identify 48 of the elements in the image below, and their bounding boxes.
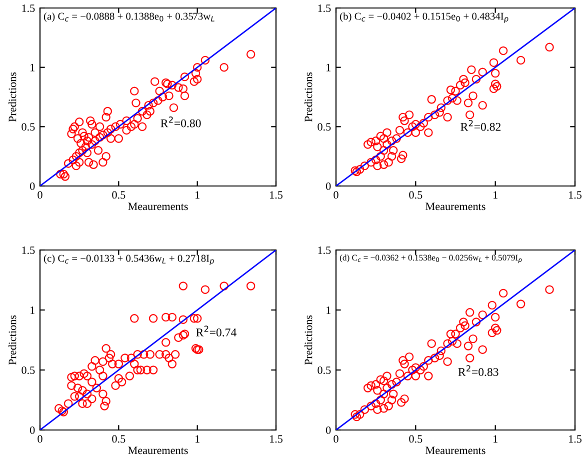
y-tick-label: 1 [326, 64, 330, 72]
y-axis-title: Predictions [304, 72, 312, 122]
x-axis-title: Meaurements [128, 202, 188, 210]
annotation: R$^{2}$=0.74 [196, 326, 236, 336]
y-tick-label: 0 [30, 426, 35, 434]
y-tick-label: 0 [326, 426, 331, 434]
x-tick-label: 0.5 [409, 191, 422, 199]
y-tick-label: 1.5 [318, 246, 331, 254]
y-tick-label: 0 [30, 182, 35, 190]
y-tick-label: 1.5 [22, 4, 35, 12]
y-axis-title: Predictions [8, 315, 16, 365]
x-tick-label: 1.5 [270, 435, 283, 443]
chart-title: (b) C$_{c}$ = −0.0402 + 0.1515e$_{0}$ + 0.4834I$_{p}$ [340, 12, 508, 23]
x-tick-label: 0 [38, 191, 42, 199]
x-axis-title: Meaurements [128, 446, 188, 454]
x-tick-label: 1 [494, 191, 498, 199]
x-tick-label: 0.5 [409, 435, 422, 443]
x-tick-label: 0.5 [112, 191, 126, 199]
y-tick-label: 1.5 [318, 4, 331, 12]
y-tick-label: 0.5 [22, 366, 35, 374]
annotation: R$^{2}$=0.80 [160, 116, 201, 128]
x-tick-label: 1 [196, 191, 200, 199]
y-tick-label: 0.5 [318, 123, 331, 131]
x-tick-label: 0 [334, 191, 338, 199]
x-tick-label: 1.5 [270, 191, 283, 199]
y-tick-label: 1 [30, 306, 34, 314]
x-tick-label: 1 [196, 435, 200, 443]
annotation: R$^{2}$=0.82 [460, 120, 501, 131]
y-tick-label: 1.5 [22, 246, 35, 254]
x-tick-label: 0.5 [112, 435, 126, 443]
x-axis-title: Meaurements [426, 446, 486, 454]
y-tick-label: 1 [326, 306, 330, 314]
chart-title: (a) C$_{c}$ = −0.0888 + 0.1388e$_{0}$ + 0.3573w$_{L}$ [44, 12, 214, 22]
x-tick-label: 0 [334, 435, 338, 443]
y-tick-label: 1 [30, 64, 34, 72]
chart-title: (c) C$_{c}$ = −0.0133 + 0.5436w$_{L}$ + 0.2718I$_{p}$ [44, 254, 214, 265]
x-tick-label: 1.5 [569, 191, 582, 199]
y-tick-label: 0.5 [318, 366, 331, 374]
x-tick-label: 1 [494, 435, 498, 443]
y-tick-label: 0 [326, 182, 331, 190]
text: (d) C$_{c}$ = −0.0362 + 0.1538e$_{0}$ − 0.0256w$_{L}$ + 0.5079I$_{p}$ [340, 254, 522, 264]
y-tick-label: 0.5 [22, 123, 35, 131]
y-axis-title: Predictions [8, 72, 16, 122]
y-axis-title: Predictions [304, 315, 312, 365]
x-tick-label: 0 [38, 435, 42, 443]
x-axis-title: Meaurements [426, 202, 486, 210]
annotation: R$^{2}$=0.83 [458, 365, 498, 376]
x-tick-label: 1.5 [569, 435, 582, 443]
